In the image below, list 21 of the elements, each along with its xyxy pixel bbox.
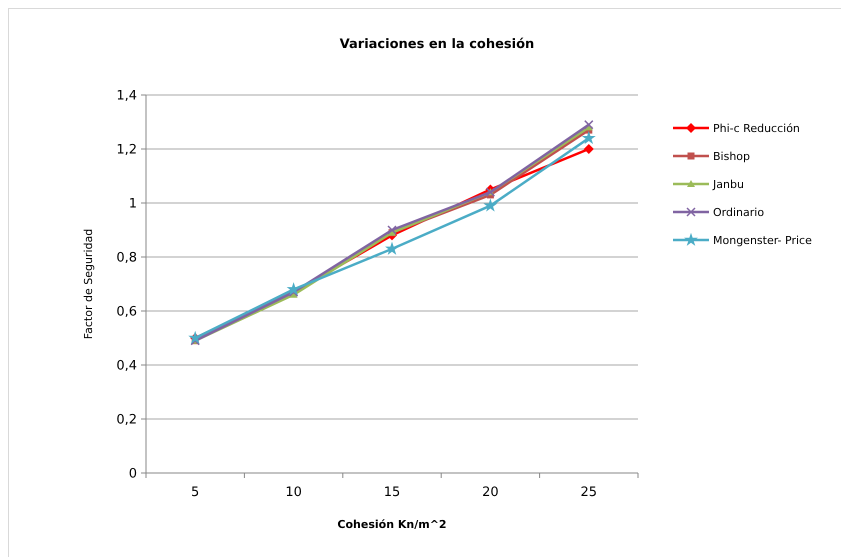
x-tick-label: 15	[384, 485, 400, 500]
y-tick-label: 1,4	[116, 88, 137, 104]
y-axis-title: Factor de Seguridad	[82, 228, 95, 340]
chart-title: Variaciones en la cohesión	[340, 37, 534, 52]
x-tick-label: 10	[285, 485, 302, 500]
y-tick-label: 0	[128, 466, 137, 482]
legend-label: Ordinario	[713, 206, 764, 219]
x-tick-label: 5	[191, 485, 200, 500]
y-tick-label: 0,6	[116, 304, 137, 320]
x-tick-label: 20	[482, 485, 499, 500]
x-tick-label: 25	[580, 485, 598, 500]
legend-label: Phi-c Reducción	[713, 122, 800, 135]
y-tick-label: 0,4	[116, 358, 137, 374]
y-tick-label: 0,2	[116, 412, 137, 428]
legend-label: Janbu	[712, 178, 744, 191]
x-axis-title: Cohesión Kn/m^2	[337, 518, 447, 531]
legend-label: Mongenster- Price	[713, 234, 812, 247]
y-tick-label: 0,8	[116, 250, 137, 266]
y-tick-label: 1	[128, 196, 137, 212]
legend-label: Bishop	[713, 150, 750, 163]
y-tick-label: 1,2	[116, 142, 137, 158]
